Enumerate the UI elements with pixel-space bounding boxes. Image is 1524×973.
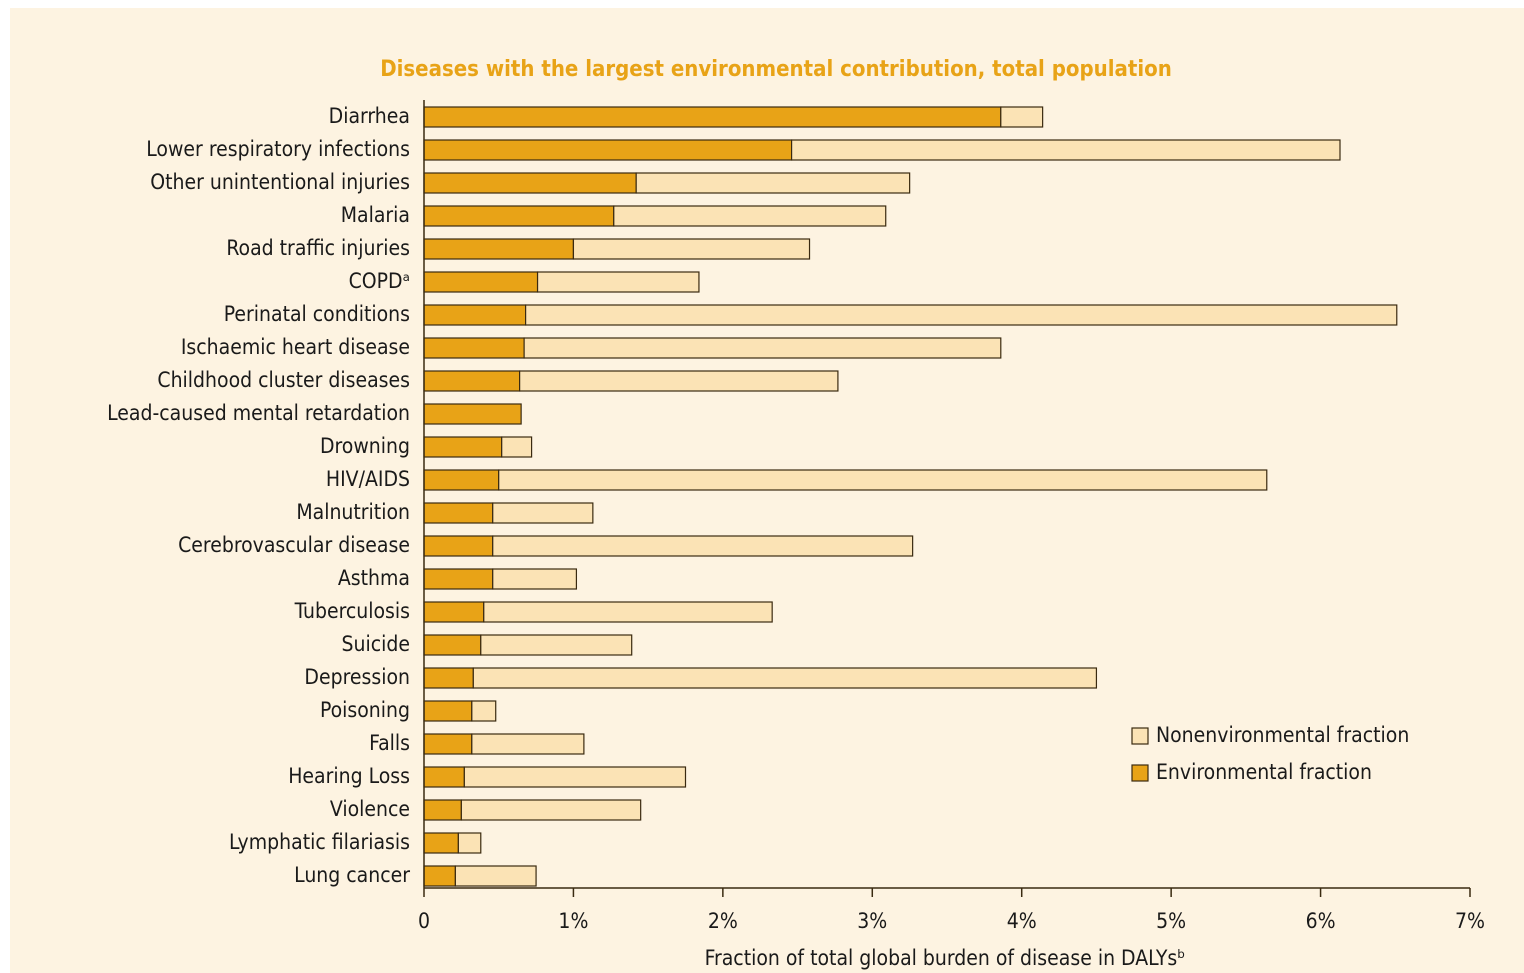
bar: [523, 337, 1002, 359]
bar: [423, 436, 503, 458]
bar: [423, 535, 494, 557]
bar: [492, 535, 914, 557]
bar: [423, 865, 456, 887]
bar: [423, 601, 485, 623]
bar: [790, 139, 1341, 161]
y-tick-label: Malnutrition: [296, 500, 410, 524]
y-tick-label: Malaria: [341, 203, 410, 227]
bar: [471, 733, 585, 755]
bar: [423, 370, 521, 392]
bar: [423, 799, 462, 821]
bar: [501, 436, 533, 458]
y-tick-label: HIV/AIDS: [326, 467, 410, 491]
bar: [423, 766, 465, 788]
y-tick-label: Poisoning: [320, 698, 410, 722]
x-tick-label: 7%: [1455, 909, 1485, 933]
y-tick-label: Suicide: [342, 632, 411, 656]
bar: [423, 667, 474, 689]
bar: [423, 106, 1002, 128]
x-axis-label: Fraction of total global burden of disea…: [705, 946, 1186, 970]
bar: [536, 271, 700, 293]
y-tick-label: Drowning: [320, 434, 410, 458]
y-tick-label: Cerebrovascular disease: [178, 533, 410, 557]
bar: [423, 238, 575, 260]
bar: [572, 238, 811, 260]
bar: [472, 667, 1098, 689]
y-tick-label: Lymphatic filariasis: [229, 830, 410, 854]
legend-label: Nonenvironmental fraction: [1156, 723, 1409, 747]
bar: [423, 403, 522, 425]
bar: [613, 205, 887, 227]
bar: [1000, 106, 1044, 128]
bar: [423, 205, 615, 227]
y-tick-label: Hearing Loss: [288, 764, 410, 788]
y-tick-label: COPDᵃ: [349, 269, 410, 293]
bar: [635, 172, 911, 194]
bar: [457, 832, 482, 854]
bar: [423, 172, 637, 194]
y-tick-label: Perinatal conditions: [224, 302, 410, 326]
bar: [423, 700, 473, 722]
y-tick-label: Asthma: [338, 566, 410, 590]
bar: [480, 634, 633, 656]
bar: [423, 568, 494, 590]
bar: [463, 766, 687, 788]
bar: [423, 634, 482, 656]
bar: [423, 337, 525, 359]
x-tick-label: 4%: [1007, 909, 1037, 933]
x-tick-label: 1%: [558, 909, 588, 933]
bar: [423, 502, 494, 524]
bar: [423, 832, 459, 854]
bar: [423, 304, 527, 326]
bar: [525, 304, 1398, 326]
bar: [492, 502, 594, 524]
y-tick-label: Diarrhea: [329, 104, 410, 128]
legend-swatch: [1131, 727, 1149, 745]
y-tick-label: Tuberculosis: [294, 599, 410, 623]
legend-swatch: [1131, 764, 1149, 782]
y-tick-label: Lead-caused mental retardation: [107, 401, 410, 425]
y-tick-label: Violence: [330, 797, 410, 821]
bar: [498, 469, 1268, 491]
y-tick-label: Depression: [304, 665, 410, 689]
y-tick-label: Ischaemic heart disease: [181, 335, 410, 359]
y-tick-label: Childhood cluster diseases: [157, 368, 410, 392]
bar: [471, 700, 497, 722]
y-tick-label: Road traffic injuries: [226, 236, 410, 260]
x-tick-label: 5%: [1156, 909, 1186, 933]
y-tick-label: Other unintentional injuries: [150, 170, 410, 194]
bar: [423, 733, 473, 755]
x-tick-label: 3%: [857, 909, 887, 933]
bar: [519, 370, 839, 392]
x-tick-label: 0: [418, 909, 430, 933]
x-tick-label: 2%: [708, 909, 738, 933]
y-tick-label: Lung cancer: [294, 863, 410, 887]
bar: [483, 601, 773, 623]
chart-title: Diseases with the largest environmental …: [380, 57, 1172, 82]
bar: [423, 469, 500, 491]
y-tick-label: Falls: [369, 731, 410, 755]
bar: [423, 271, 539, 293]
x-tick-label: 6%: [1306, 909, 1336, 933]
legend-label: Environmental fraction: [1156, 760, 1372, 784]
bar: [423, 139, 793, 161]
bar: [454, 865, 537, 887]
bar: [492, 568, 578, 590]
y-tick-label: Lower respiratory infections: [146, 137, 410, 161]
bar: [460, 799, 642, 821]
